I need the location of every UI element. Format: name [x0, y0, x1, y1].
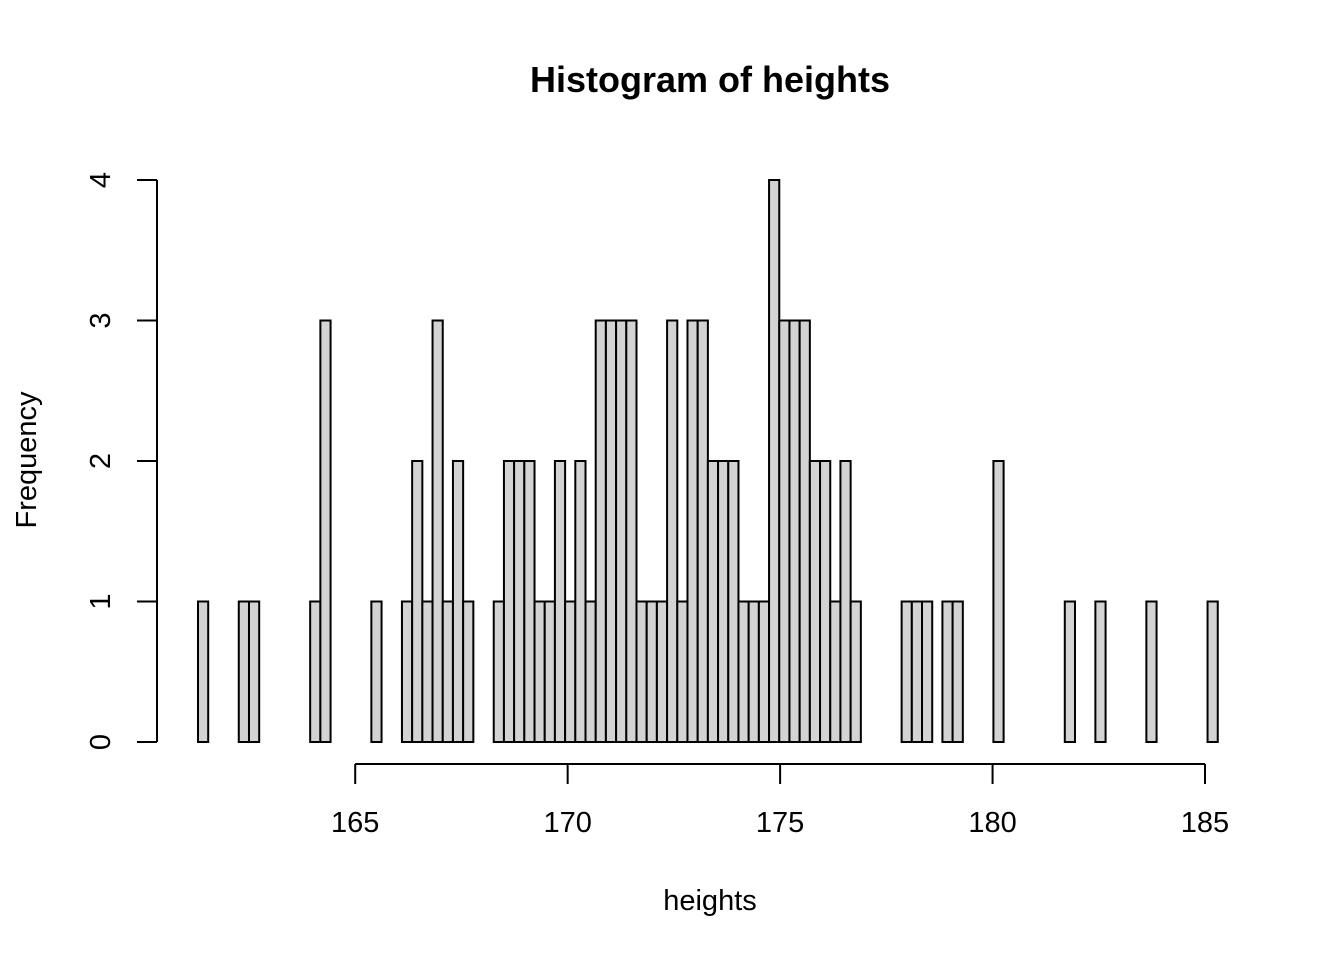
histogram-bar: [900, 600, 913, 743]
histogram-bar: [1094, 600, 1107, 743]
histogram-bar: [778, 319, 791, 743]
y-tick-label: 0: [85, 734, 117, 750]
histogram-bar: [502, 460, 516, 743]
x-axis: 165 170 175 180 185: [331, 763, 1229, 839]
histogram-bar: [237, 600, 250, 743]
histogram-bar: [706, 460, 720, 743]
x-tick-label: 175: [756, 807, 804, 839]
y-tick-label: 3: [85, 312, 117, 328]
y-axis: 0 1 2 3 4: [85, 172, 158, 750]
histogram-bar: [676, 600, 689, 743]
histogram-bar: [247, 600, 261, 743]
histogram-bar: [533, 600, 546, 743]
histogram-bar: [849, 600, 862, 743]
histogram-bar: [584, 600, 597, 743]
histogram-bar: [798, 319, 811, 743]
histogram-bar: [757, 600, 771, 743]
y-tick-label: 1: [85, 593, 117, 609]
histogram-bar: [645, 600, 658, 743]
histogram-bar: [604, 319, 618, 743]
histogram-bar: [523, 460, 536, 743]
histogram-bar: [921, 600, 934, 743]
histogram-bar: [594, 319, 607, 743]
histogram-bar: [992, 460, 1005, 743]
histogram-bar: [370, 600, 383, 743]
histogram-bar: [421, 600, 434, 743]
histogram-bar: [747, 600, 760, 743]
histogram-bar: [941, 600, 954, 743]
histogram-bar: [717, 460, 730, 743]
histogram-bar: [768, 179, 781, 743]
x-tick-label: 170: [543, 807, 591, 839]
x-tick-label: 165: [331, 807, 379, 839]
x-tick-label: 185: [1181, 807, 1229, 839]
histogram-bar: [309, 600, 322, 743]
y-tick-label: 2: [85, 453, 117, 469]
histogram-bar: [686, 319, 699, 743]
histogram-bar: [615, 319, 628, 743]
histogram-bar: [808, 460, 822, 743]
histogram-bar: [197, 600, 210, 743]
histogram-bar: [839, 460, 852, 743]
histogram-bar: [829, 600, 842, 743]
histogram-bar: [462, 600, 475, 743]
histogram-bar: [451, 460, 465, 743]
histogram-bar: [564, 600, 577, 743]
histogram-bar: [319, 319, 332, 743]
histogram-bar: [951, 600, 964, 743]
histogram-bar: [513, 460, 526, 743]
histogram-bar: [788, 319, 801, 743]
histogram-bar: [819, 460, 832, 743]
x-tick-label: 180: [968, 807, 1016, 839]
histogram-bar: [1145, 600, 1158, 743]
histogram-bar: [727, 460, 740, 743]
histogram-bar: [655, 600, 669, 743]
histogram-bar: [543, 600, 556, 743]
histogram-bar: [635, 600, 648, 743]
y-tick-label: 4: [85, 172, 117, 188]
histogram-bar: [1063, 600, 1076, 743]
histogram-bar: [574, 460, 587, 743]
histogram-bar: [666, 319, 679, 743]
chart-title: Histogram of heights: [530, 59, 890, 100]
histogram-bar: [696, 319, 709, 743]
histogram-bar: [411, 460, 424, 743]
histogram-bar: [910, 600, 924, 743]
bars-group: [197, 179, 1219, 743]
histogram-bar: [553, 460, 567, 743]
histogram-bar: [625, 319, 638, 743]
histogram-bar: [492, 600, 505, 743]
histogram-bar: [441, 600, 454, 743]
histogram-bar: [400, 600, 414, 743]
histogram-bar: [431, 319, 444, 743]
histogram-bar: [1206, 600, 1219, 743]
x-axis-label: heights: [663, 885, 757, 917]
y-axis-label: Frequency: [11, 391, 43, 529]
histogram-bar: [737, 600, 750, 743]
